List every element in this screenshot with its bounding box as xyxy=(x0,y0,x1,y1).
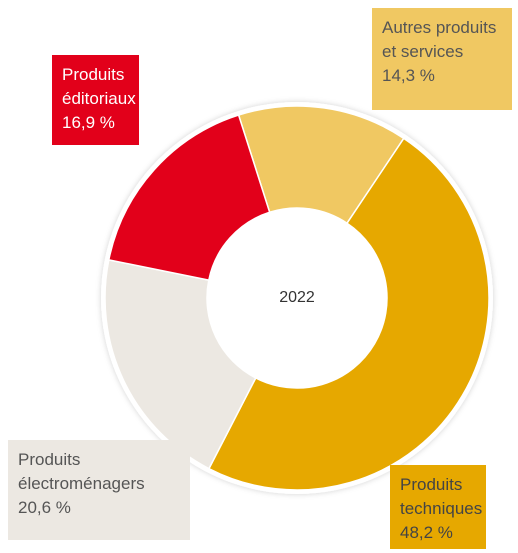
segment-label: Produits éditoriaux 16,9 % xyxy=(52,55,139,145)
segment-label: Autres produits et services 14,3 % xyxy=(372,8,512,110)
center-label: 2022 xyxy=(279,289,315,306)
category-label: Produits éditoriaux xyxy=(62,65,136,108)
category-label: Autres produits et services xyxy=(382,18,497,61)
value-label: 48,2 % xyxy=(400,523,453,542)
segment-label: Produits électroménagers 20,6 % xyxy=(8,440,190,540)
value-label: 14,3 % xyxy=(382,66,435,85)
donut-segment xyxy=(104,258,257,470)
donut-segment xyxy=(207,137,490,491)
segment-label: Produits techniques 48,2 % xyxy=(390,465,486,549)
value-label: 16,9 % xyxy=(62,113,115,132)
value-label: 20,6 % xyxy=(18,498,71,517)
category-label: Produits électroménagers xyxy=(18,450,145,493)
donut-segment xyxy=(107,114,271,282)
category-label: Produits techniques xyxy=(400,475,483,518)
